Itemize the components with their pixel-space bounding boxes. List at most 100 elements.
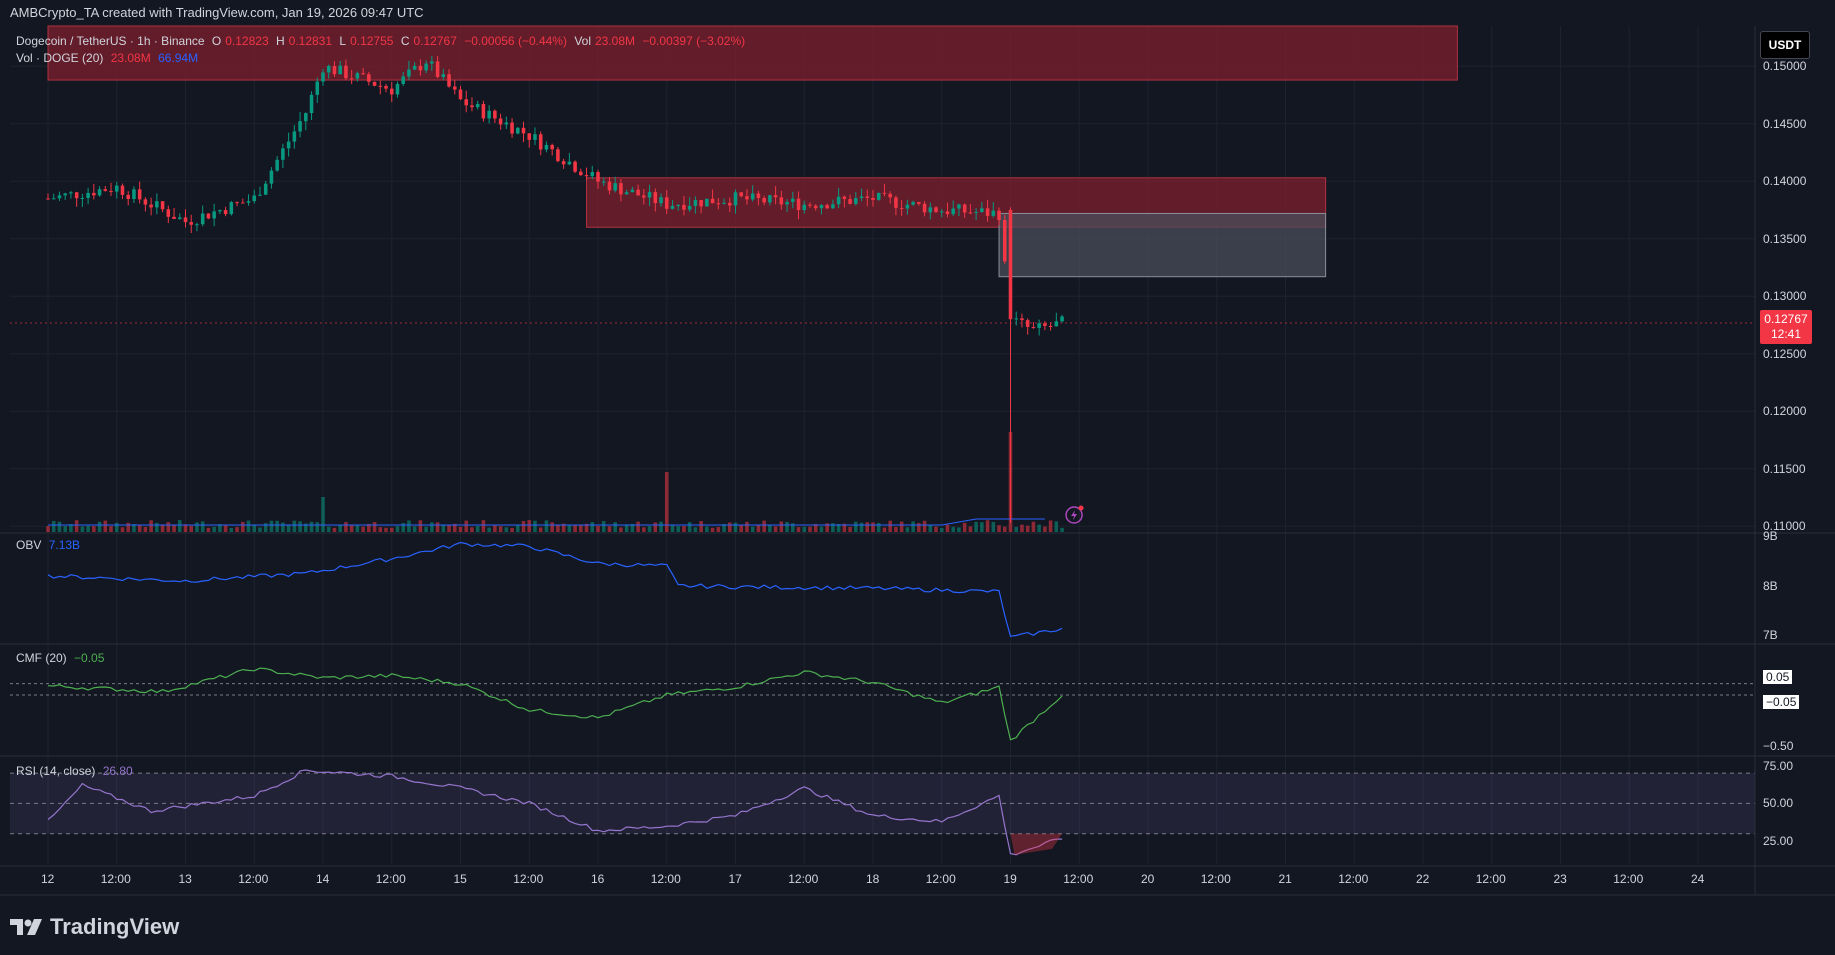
- volume-bar: [905, 527, 910, 532]
- volume-bar: [802, 526, 807, 532]
- volume-bar: [1054, 521, 1059, 532]
- volume-bar: [510, 527, 514, 532]
- candle-body: [716, 203, 721, 205]
- obv-tick-label: 8B: [1763, 578, 1778, 593]
- candle-body: [498, 118, 503, 125]
- price-zones: [47, 25, 1458, 278]
- candle-body: [223, 210, 228, 215]
- candle-body: [854, 198, 858, 204]
- candle-body: [315, 81, 320, 95]
- candle-body: [80, 197, 85, 199]
- volume-bar: [57, 521, 62, 532]
- volume-bar: [962, 522, 967, 532]
- candle-body: [607, 181, 612, 191]
- volume-bar: [848, 527, 852, 532]
- close-value: 0.12767: [413, 34, 457, 48]
- time-tick-label: 24: [1691, 872, 1705, 886]
- volume-bar: [922, 520, 927, 532]
- volume-bar: [791, 523, 795, 532]
- candle-body: [630, 189, 635, 193]
- candle-body: [957, 204, 961, 209]
- volume-bar: [315, 522, 320, 532]
- volume-bar: [951, 526, 955, 532]
- volume-bar: [235, 527, 239, 532]
- volume-bar: [309, 521, 314, 532]
- volume-bar: [137, 524, 142, 532]
- candle-body: [779, 197, 784, 205]
- volume-bar: [1020, 524, 1024, 532]
- volume-bar: [521, 521, 526, 532]
- volume-bar: [739, 525, 744, 532]
- candle-body: [813, 205, 818, 209]
- obv-label[interactable]: OBV: [16, 538, 42, 552]
- change-value: −0.00056 (−0.44%): [464, 34, 567, 48]
- candle-body: [831, 204, 835, 209]
- candle-body: [928, 207, 933, 213]
- candle-body: [206, 213, 211, 219]
- volume-bar: [464, 520, 469, 532]
- volume-bar: [1025, 525, 1030, 532]
- volume-bar: [928, 525, 933, 532]
- price-tick-label: 0.11500: [1763, 461, 1806, 476]
- candle-body: [962, 204, 967, 213]
- candle-body: [544, 144, 549, 150]
- candle-body: [836, 196, 841, 205]
- candle-body: [114, 185, 119, 192]
- candle-body: [670, 205, 675, 209]
- candle-body: [905, 204, 910, 209]
- candle-body: [481, 104, 486, 119]
- volume-bar: [120, 527, 125, 532]
- rsi-label[interactable]: RSI (14, close): [16, 764, 96, 778]
- candle-body: [653, 192, 658, 204]
- volume-bar: [533, 520, 537, 532]
- candle-body: [722, 202, 726, 204]
- candle-body: [871, 197, 875, 200]
- volume-bar: [819, 526, 824, 532]
- volume-bar: [46, 526, 50, 532]
- volume-bar: [504, 527, 509, 532]
- volume-bar: [607, 526, 612, 532]
- volume-bar: [286, 524, 291, 532]
- candle-body: [647, 192, 652, 198]
- volume-bar: [934, 526, 938, 532]
- volume-bar: [80, 526, 85, 532]
- candle-body: [1043, 323, 1047, 326]
- candle-body: [435, 61, 440, 78]
- volume-bar: [619, 527, 623, 532]
- volume-indicator-label[interactable]: Vol · DOGE (20): [16, 51, 104, 65]
- candle-body: [1060, 316, 1064, 322]
- candle-body: [699, 200, 703, 207]
- candle-body: [74, 192, 79, 199]
- candle-body: [372, 81, 377, 86]
- volume-bar: [367, 523, 371, 532]
- tradingview-logo[interactable]: TradingView: [10, 914, 179, 940]
- cmf-tick-label: −0.50: [1763, 739, 1794, 754]
- volume-bar: [92, 526, 96, 532]
- volume-bar: [630, 524, 635, 532]
- volume-bar: [246, 520, 251, 532]
- candle-body: [275, 159, 279, 171]
- candle-body: [1048, 325, 1053, 327]
- candle-body: [985, 208, 990, 216]
- volume-bar: [796, 527, 801, 532]
- symbol-title[interactable]: Dogecoin / TetherUS · 1h · Binance: [16, 34, 205, 48]
- cmf-label[interactable]: CMF (20): [16, 651, 67, 665]
- candle-body: [682, 204, 686, 210]
- price-tick-label: 0.14000: [1763, 174, 1807, 189]
- high-value: 0.12831: [288, 34, 333, 48]
- currency-button[interactable]: USDT: [1760, 31, 1810, 59]
- time-tick-label: 12:00: [1063, 872, 1094, 886]
- candle-body: [493, 110, 497, 119]
- candle-body: [980, 208, 984, 212]
- candle-body: [137, 189, 142, 200]
- time-tick-label: 12:00: [1613, 872, 1644, 886]
- candle-body: [727, 202, 732, 206]
- candle-body: [326, 65, 331, 73]
- price-tick-label: 0.15000: [1763, 59, 1807, 74]
- volume-bar: [596, 525, 600, 532]
- volume-bar: [258, 527, 262, 532]
- volume-bar: [733, 522, 738, 532]
- candle-body: [1002, 220, 1007, 262]
- volume-bar: [132, 524, 136, 532]
